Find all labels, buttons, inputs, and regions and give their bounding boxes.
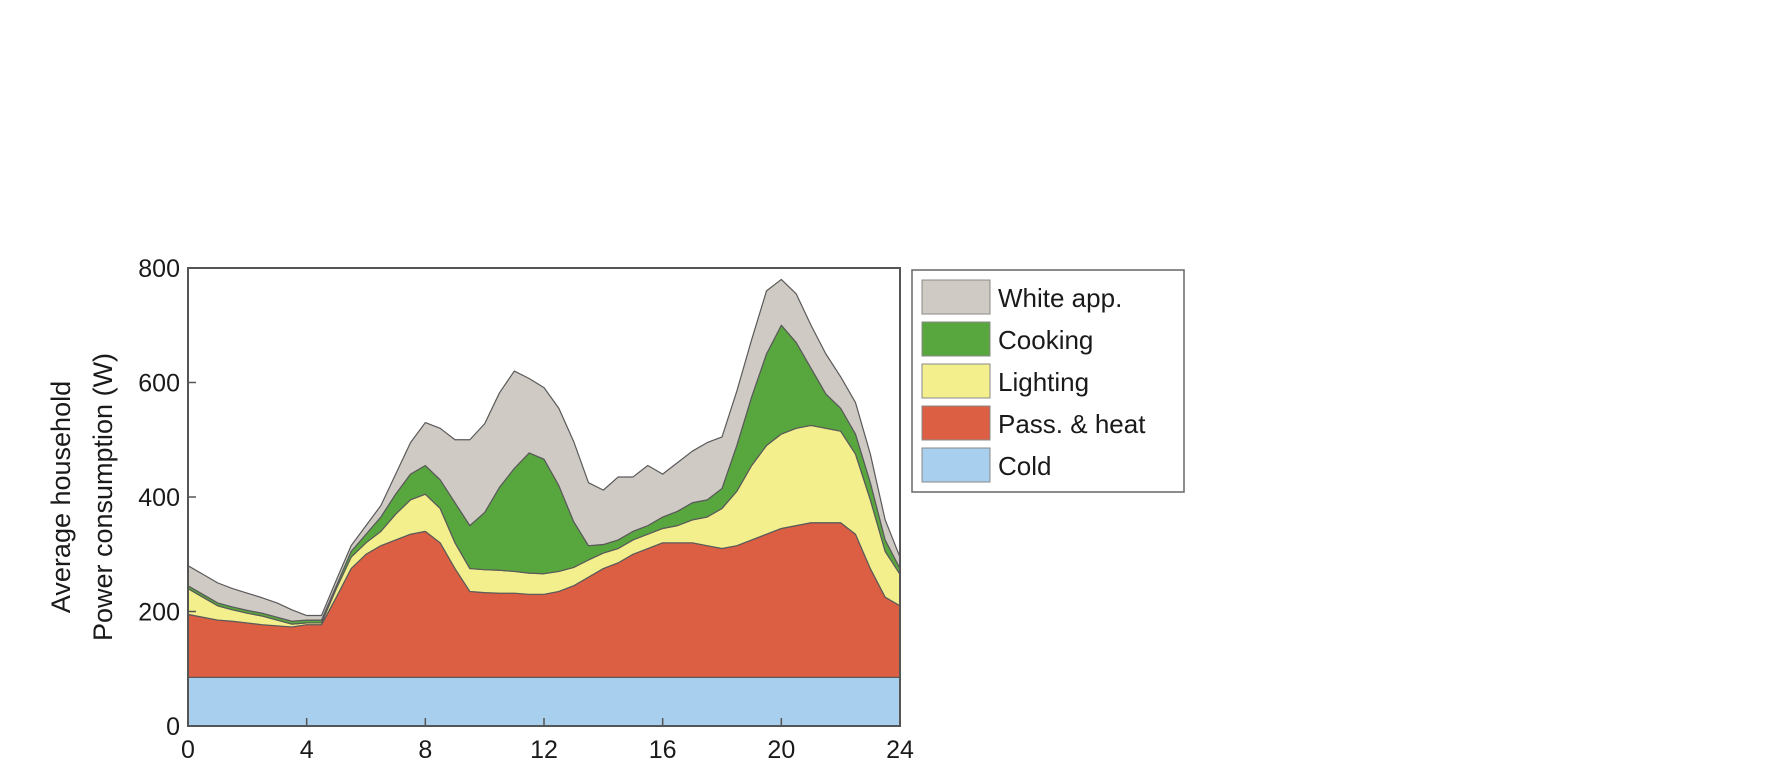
legend: White app. Cooking Lighting Pass. & heat Col… xyxy=(911,269,1185,493)
x-tick-label: 20 xyxy=(767,736,795,764)
y-axis-title-line2: Power consumption (W) xyxy=(88,353,118,641)
legend-swatch xyxy=(921,279,991,315)
legend-label: White app. xyxy=(998,283,1122,313)
legend-swatch xyxy=(921,405,991,441)
x-tick-label: 8 xyxy=(418,736,432,764)
x-tick-label: 0 xyxy=(181,736,195,764)
legend-label: Cold xyxy=(998,451,1051,481)
x-tick-label: 4 xyxy=(300,736,314,764)
y-tick-label: 800 xyxy=(138,255,180,283)
legend-swatch xyxy=(921,447,991,483)
legend-swatch xyxy=(921,363,991,399)
legend-label: Pass. & heat xyxy=(998,409,1146,439)
legend-label: Cooking xyxy=(998,325,1093,355)
x-tick-label: 16 xyxy=(649,736,677,764)
legend-label: Lighting xyxy=(998,367,1089,397)
x-tick-label: 12 xyxy=(530,736,558,764)
y-tick-label: 200 xyxy=(138,599,180,627)
y-tick-label: 0 xyxy=(166,713,180,741)
legend-swatch xyxy=(921,321,991,357)
y-axis: 0 200 400 600 800 xyxy=(138,255,196,741)
x-tick-label: 24 xyxy=(886,736,914,764)
y-tick-label: 600 xyxy=(138,370,180,398)
y-tick-label: 400 xyxy=(138,484,180,512)
legend-items: White app. Cooking Lighting Pass. & heat Col… xyxy=(921,279,1146,483)
y-axis-title-line1: Average household xyxy=(46,381,76,613)
x-axis: 0 4 8 12 16 20 24 xyxy=(181,718,914,764)
